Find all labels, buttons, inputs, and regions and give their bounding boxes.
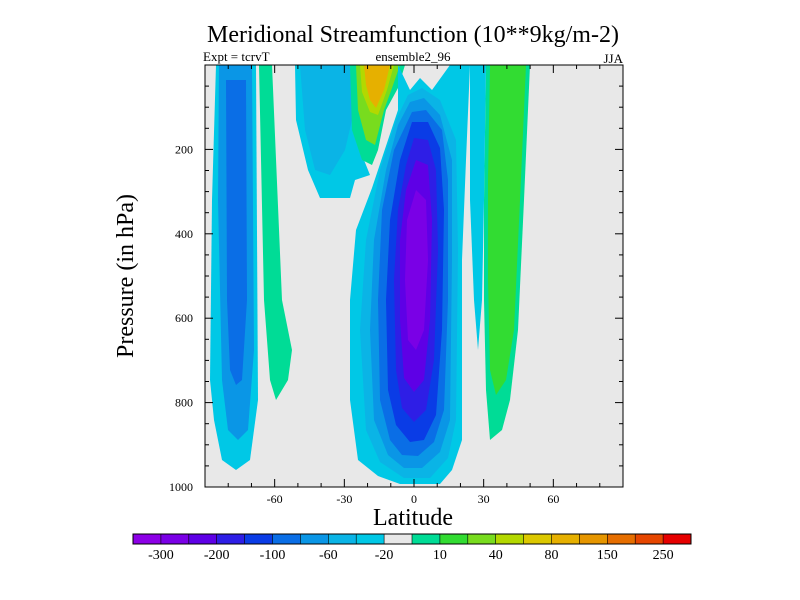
x-tick-label: 60 bbox=[547, 492, 559, 506]
ensemble-label: ensemble2_96 bbox=[375, 49, 451, 64]
x-axis-title: Latitude bbox=[373, 505, 453, 531]
x-axis: -60 -30 0 30 60 bbox=[204, 65, 624, 506]
colorbar-label: -60 bbox=[319, 548, 338, 563]
colorbar-swatch bbox=[551, 534, 580, 544]
y-tick-label: 200 bbox=[175, 142, 193, 156]
y-tick-label: 800 bbox=[175, 396, 193, 410]
colorbar-label: -300 bbox=[148, 548, 174, 563]
colorbar-label: 80 bbox=[545, 548, 559, 563]
colorbar-label: -100 bbox=[260, 548, 286, 563]
colorbar-swatch bbox=[356, 534, 385, 544]
colorbar-swatch bbox=[188, 534, 218, 544]
x-tick-label: 0 bbox=[411, 492, 417, 506]
colorbar-swatch bbox=[412, 534, 441, 544]
colorbar-swatch bbox=[523, 534, 552, 544]
x-tick-label: -60 bbox=[267, 492, 283, 506]
plot-area bbox=[205, 65, 623, 487]
y-axis: 200 400 600 800 1000 bbox=[169, 85, 623, 494]
contour-upper-negative-inner bbox=[300, 65, 352, 175]
expt-label: Expt = tcrvT bbox=[203, 49, 270, 64]
season-label: JJA bbox=[603, 51, 623, 66]
chart-title: Meridional Streamfunction (10**9kg/m-2) bbox=[207, 22, 619, 48]
colorbar-label: 250 bbox=[653, 548, 674, 563]
colorbar-swatch bbox=[579, 534, 608, 544]
colorbar-label: 40 bbox=[489, 548, 503, 563]
colorbar-swatch bbox=[328, 534, 357, 544]
contour-main-cell-8 bbox=[405, 190, 428, 350]
y-tick-label: 1000 bbox=[169, 480, 193, 494]
contour-south-cell-inner bbox=[226, 80, 247, 385]
x-tick-label: -30 bbox=[336, 492, 352, 506]
colorbar-label: 10 bbox=[433, 548, 447, 563]
y-tick-label: 600 bbox=[175, 311, 193, 325]
colorbar-swatch bbox=[467, 534, 497, 544]
colorbar-swatch bbox=[495, 534, 524, 544]
colorbar-swatch bbox=[635, 534, 664, 544]
colorbar-swatch bbox=[663, 534, 692, 544]
colorbar-swatch bbox=[244, 534, 273, 544]
colorbar-swatch bbox=[133, 534, 162, 544]
contour-north-negative bbox=[470, 65, 486, 350]
colorbar-swatch bbox=[439, 534, 469, 544]
colorbar-swatch bbox=[216, 534, 245, 544]
colorbar-label: -200 bbox=[204, 548, 230, 563]
colorbar: -300 -200 -100 -60 -20 10 40 80 150 250 bbox=[132, 533, 692, 563]
colorbar-swatch bbox=[272, 534, 301, 544]
colorbar-label: -20 bbox=[375, 548, 394, 563]
colorbar-swatch bbox=[300, 534, 329, 544]
colorbar-swatch bbox=[607, 534, 636, 544]
colorbar-swatch bbox=[160, 534, 190, 544]
y-axis-title: Pressure (in hPa) bbox=[113, 194, 139, 358]
contour-north-positive-inner bbox=[488, 65, 526, 395]
contour-upper-positive-4 bbox=[364, 65, 390, 108]
y-tick-label: 400 bbox=[175, 227, 193, 241]
contour-south-positive bbox=[259, 65, 292, 400]
colorbar-swatch bbox=[384, 534, 413, 544]
colorbar-label: 150 bbox=[597, 548, 618, 563]
x-tick-label: 30 bbox=[478, 492, 490, 506]
